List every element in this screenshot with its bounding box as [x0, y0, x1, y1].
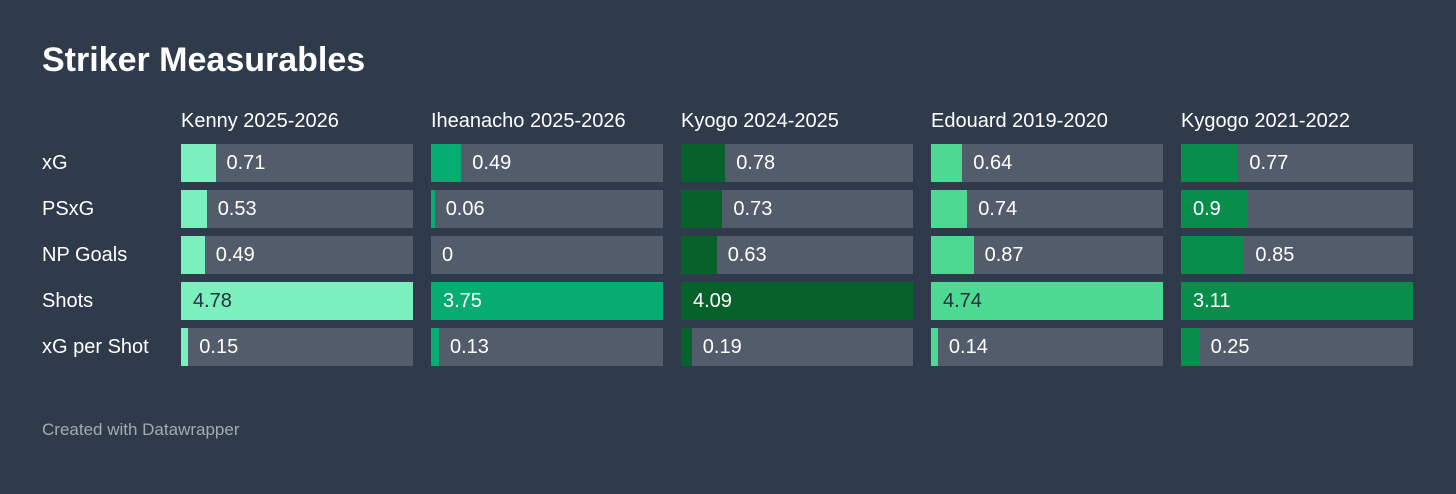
bar-cell: 0.06: [431, 190, 663, 228]
bar-cell: 3.75: [431, 282, 663, 320]
bar-value: 3.11: [1193, 290, 1231, 312]
bar-value: 0.77: [1249, 152, 1289, 174]
bar-cell: 0.53: [181, 190, 413, 228]
bar-fill: [431, 328, 439, 366]
bar-value: 0.78: [736, 152, 776, 174]
bar-cell: 4.74: [931, 282, 1163, 320]
bar-cell: 3.11: [1181, 282, 1413, 320]
bar-fill: [931, 328, 938, 366]
bar-cell: 0.87: [931, 236, 1163, 274]
bar-fill: [931, 236, 974, 274]
bar-fill: [931, 190, 968, 228]
bar-value: 0.19: [702, 336, 742, 358]
bar-fill: [1181, 236, 1245, 274]
bar-fill: [431, 282, 663, 320]
bar-value: 0.63: [727, 244, 767, 266]
bar-fill: [431, 190, 435, 228]
bar-value: 0.49: [472, 152, 512, 174]
bar-cell: 0.78: [681, 144, 913, 182]
metric-label: xG: [42, 151, 68, 174]
bar-value: 0.25: [1210, 336, 1250, 358]
bar-value: 0.15: [199, 336, 239, 358]
bar-fill: [681, 190, 723, 228]
corner-cell: [42, 110, 163, 136]
bar-cell: 0.14: [931, 328, 1163, 366]
bar-value: 0: [442, 244, 454, 266]
bar-table: Kenny 2025-2026 Iheanacho 2025-2026 Kyogo …: [42, 110, 1413, 366]
bar-fill: [181, 190, 207, 228]
bar-fill: [681, 144, 726, 182]
bar-fill: [431, 144, 462, 182]
bar-cell: 0.77: [1181, 144, 1413, 182]
metric-label: NP Goals: [42, 243, 128, 266]
column-header: Kygogo 2021-2022: [1181, 110, 1351, 132]
metric-label: PSxG: [42, 197, 95, 220]
bar-fill: [181, 236, 205, 274]
metric-label: Shots: [42, 289, 94, 312]
bar-cell: 0: [431, 236, 663, 274]
bar-fill: [1181, 282, 1413, 320]
bar-fill: [931, 144, 963, 182]
bar-cell: 0.49: [431, 144, 663, 182]
bar-cell: 0.19: [681, 328, 913, 366]
bar-cell: 0.71: [181, 144, 413, 182]
bar-cell: 0.49: [181, 236, 413, 274]
bar-fill: [1181, 328, 1200, 366]
bar-fill: [681, 328, 692, 366]
bar-cell: 0.64: [931, 144, 1163, 182]
bar-value: 0.87: [984, 244, 1024, 266]
bar-fill: [181, 282, 413, 320]
bar-value: 4.78: [193, 290, 232, 312]
bar-fill: [181, 328, 189, 366]
bar-value: 0.53: [217, 198, 257, 220]
bar-value: 0.14: [948, 336, 988, 358]
bar-cell: 0.15: [181, 328, 413, 366]
metric-label: xG per Shot: [42, 335, 149, 358]
bar-value: 0.74: [978, 198, 1018, 220]
bar-cell: 0.73: [681, 190, 913, 228]
bar-cell: 0.25: [1181, 328, 1413, 366]
bar-cell: 0.74: [931, 190, 1163, 228]
bar-value: 0.71: [226, 152, 266, 174]
bar-cell: 0.63: [681, 236, 913, 274]
attribution: Created with Datawrapper: [42, 420, 240, 439]
column-header: Kenny 2025-2026: [181, 110, 339, 132]
bar-cell: 0.85: [1181, 236, 1413, 274]
chart-container: Striker Measurables Kenny 2025-2026 Ihean…: [42, 41, 1413, 439]
bar-value: 0.13: [450, 336, 489, 358]
chart-title: Striker Measurables: [42, 41, 366, 79]
bar-value: 0.64: [973, 152, 1013, 174]
bar-value: 4.09: [693, 290, 732, 312]
bar-value: 0.49: [215, 244, 255, 266]
column-header: Kyogo 2024-2025: [681, 110, 839, 132]
column-header: Edouard 2019-2020: [931, 110, 1108, 132]
bar-value: 3.75: [443, 290, 482, 312]
bar-fill: [681, 282, 913, 320]
bar-fill: [681, 236, 717, 274]
bar-value: 4.74: [943, 290, 982, 312]
bar-value: 0.85: [1255, 244, 1295, 266]
bar-cell: 4.78: [181, 282, 413, 320]
bar-value: 0.73: [733, 198, 773, 220]
bar-value: 0.06: [445, 198, 485, 220]
bar-cell: 0.9: [1181, 190, 1413, 228]
bar-cell: 0.13: [431, 328, 663, 366]
bar-fill: [931, 282, 1163, 320]
bar-cell: 4.09: [681, 282, 913, 320]
bar-fill: [1181, 190, 1249, 228]
bar-value: 0.9: [1193, 198, 1221, 220]
column-header: Iheanacho 2025-2026: [431, 110, 626, 132]
bar-fill: [1181, 144, 1239, 182]
bar-fill: [181, 144, 216, 182]
